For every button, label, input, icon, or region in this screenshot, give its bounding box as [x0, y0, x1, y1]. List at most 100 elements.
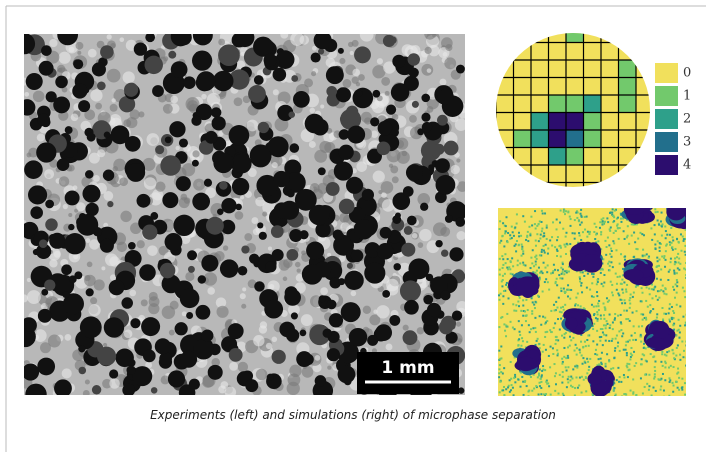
speckle [622, 292, 624, 294]
pore [241, 245, 249, 253]
speckle [645, 317, 647, 319]
speckle [609, 212, 611, 214]
speckle [662, 373, 664, 375]
speckle [678, 258, 680, 260]
pore [97, 347, 116, 366]
pore [199, 37, 205, 43]
pore [344, 271, 363, 290]
texture [37, 134, 45, 142]
grid-cell [566, 148, 584, 166]
speckle [672, 236, 674, 238]
speckle [623, 374, 625, 376]
speckle [682, 316, 684, 318]
pore [87, 133, 96, 142]
pore [380, 227, 392, 239]
speckle [605, 365, 607, 367]
texture [20, 294, 28, 302]
pore [407, 216, 417, 226]
speckle [644, 374, 646, 376]
speckle [605, 327, 607, 329]
speckle [585, 345, 587, 347]
pore [296, 351, 312, 367]
speckle [617, 345, 619, 347]
pore [198, 275, 206, 283]
pore [323, 329, 332, 338]
pore [232, 154, 252, 174]
speckle [565, 210, 567, 212]
pore [403, 330, 418, 345]
speckle [603, 334, 605, 336]
speckle [669, 269, 671, 271]
speckle [505, 262, 507, 264]
texture [83, 390, 90, 397]
speckle [677, 267, 679, 269]
pore [249, 254, 259, 264]
speckle [640, 334, 642, 336]
speckle [554, 269, 556, 271]
speckle [643, 343, 645, 345]
speckle [566, 243, 568, 245]
pore [370, 117, 379, 126]
texture [73, 185, 78, 190]
pore [41, 45, 52, 56]
pore [160, 263, 176, 279]
speckle [520, 235, 522, 237]
speckle [602, 285, 604, 287]
speckle [543, 393, 545, 395]
speckle [639, 232, 641, 234]
speckle [676, 347, 678, 349]
speckle [565, 236, 567, 238]
texture [162, 306, 175, 319]
pore [289, 111, 295, 117]
speckle [596, 291, 598, 293]
speckle [629, 358, 631, 360]
pore [213, 153, 233, 173]
speckle [678, 262, 680, 264]
speckle [562, 263, 564, 265]
texture [107, 34, 112, 39]
pore [57, 25, 78, 46]
speckle [578, 220, 580, 222]
speckle [499, 391, 501, 393]
speckle [615, 273, 617, 275]
speckle [530, 328, 532, 330]
texture [377, 58, 383, 64]
pore [19, 99, 35, 115]
speckle [525, 320, 527, 322]
grid-cell [584, 130, 602, 148]
speckle [591, 295, 593, 297]
speckle [559, 311, 561, 313]
texture [450, 165, 459, 174]
texture [146, 133, 159, 146]
speckle [556, 339, 558, 341]
pore [57, 80, 65, 88]
speckle [651, 395, 653, 397]
speckle [547, 247, 549, 249]
speckle [500, 293, 502, 295]
texture [376, 305, 389, 318]
speckle [537, 295, 539, 297]
speckle [578, 384, 580, 386]
speckle [502, 372, 504, 374]
domain [587, 373, 601, 385]
speckle [652, 308, 654, 310]
speckle [673, 270, 675, 272]
speckle [599, 221, 601, 223]
pore [364, 263, 385, 284]
speckle [676, 281, 678, 283]
speckle [570, 218, 572, 220]
speckle [629, 339, 631, 341]
pore [25, 322, 34, 331]
speckle [580, 271, 582, 273]
speckle [544, 317, 546, 319]
texture [290, 32, 304, 46]
grid-cell [566, 130, 584, 148]
experiment-image [14, 25, 469, 405]
texture [350, 51, 354, 55]
speckle [542, 290, 544, 292]
pore [126, 366, 135, 375]
pore [165, 233, 183, 251]
speckle [568, 376, 570, 378]
speckle [632, 312, 634, 314]
pore [180, 351, 197, 368]
